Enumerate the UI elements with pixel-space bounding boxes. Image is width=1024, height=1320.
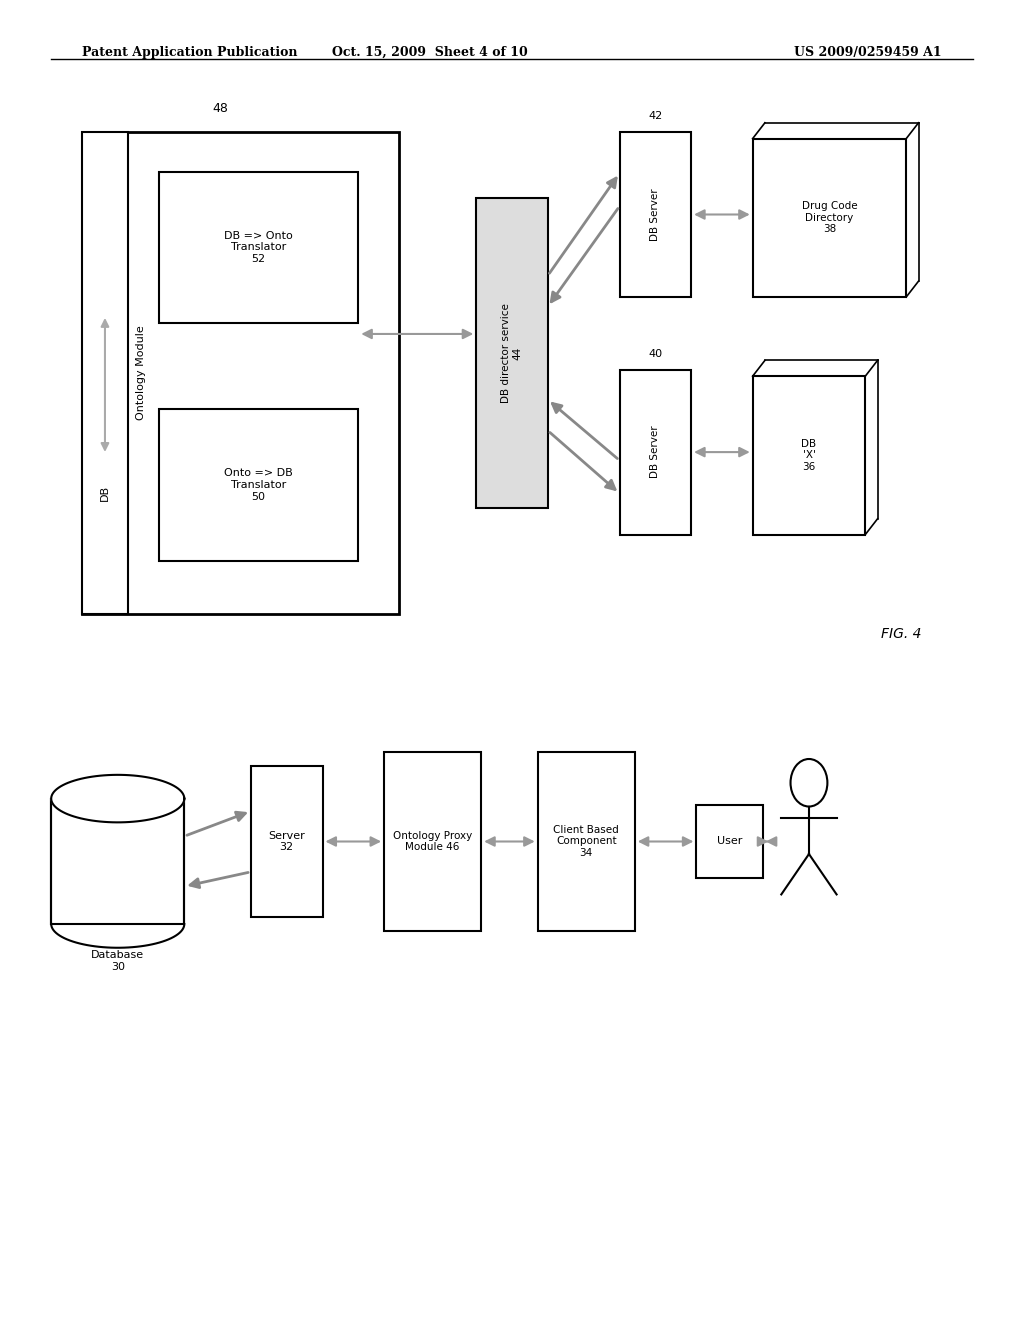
Text: 48: 48 xyxy=(212,102,228,115)
Text: Ontology Proxy
Module 46: Ontology Proxy Module 46 xyxy=(393,830,472,853)
Text: Client Based
Component
34: Client Based Component 34 xyxy=(553,825,620,858)
FancyBboxPatch shape xyxy=(753,376,865,535)
Text: 42: 42 xyxy=(648,111,663,121)
FancyBboxPatch shape xyxy=(251,766,323,917)
FancyBboxPatch shape xyxy=(82,132,128,614)
Text: Oct. 15, 2009  Sheet 4 of 10: Oct. 15, 2009 Sheet 4 of 10 xyxy=(332,46,528,59)
Text: DB Server: DB Server xyxy=(650,189,660,240)
Text: FIG. 4: FIG. 4 xyxy=(881,627,922,642)
Polygon shape xyxy=(51,775,184,822)
Text: Drug Code
Directory
38: Drug Code Directory 38 xyxy=(802,201,857,235)
Text: DB => Onto
Translator
52: DB => Onto Translator 52 xyxy=(224,231,293,264)
FancyBboxPatch shape xyxy=(51,799,184,924)
FancyBboxPatch shape xyxy=(538,752,635,931)
FancyBboxPatch shape xyxy=(620,132,691,297)
FancyBboxPatch shape xyxy=(696,805,763,878)
Text: DB
'X'
36: DB 'X' 36 xyxy=(802,438,816,473)
Text: Onto => DB
Translator
50: Onto => DB Translator 50 xyxy=(224,469,293,502)
Text: Patent Application Publication: Patent Application Publication xyxy=(82,46,297,59)
Text: User: User xyxy=(717,837,742,846)
FancyBboxPatch shape xyxy=(82,132,399,614)
Text: Database
30: Database 30 xyxy=(91,950,144,972)
FancyBboxPatch shape xyxy=(753,139,906,297)
FancyBboxPatch shape xyxy=(384,752,481,931)
Text: DB: DB xyxy=(100,486,110,502)
FancyBboxPatch shape xyxy=(476,198,548,508)
Text: Server
32: Server 32 xyxy=(268,830,305,853)
Text: DB Server: DB Server xyxy=(650,426,660,478)
Text: US 2009/0259459 A1: US 2009/0259459 A1 xyxy=(795,46,942,59)
Text: 40: 40 xyxy=(648,348,663,359)
FancyBboxPatch shape xyxy=(159,409,358,561)
FancyBboxPatch shape xyxy=(159,172,358,323)
Text: DB director service
44: DB director service 44 xyxy=(501,304,523,403)
Text: Ontology Module: Ontology Module xyxy=(136,326,146,420)
FancyBboxPatch shape xyxy=(620,370,691,535)
